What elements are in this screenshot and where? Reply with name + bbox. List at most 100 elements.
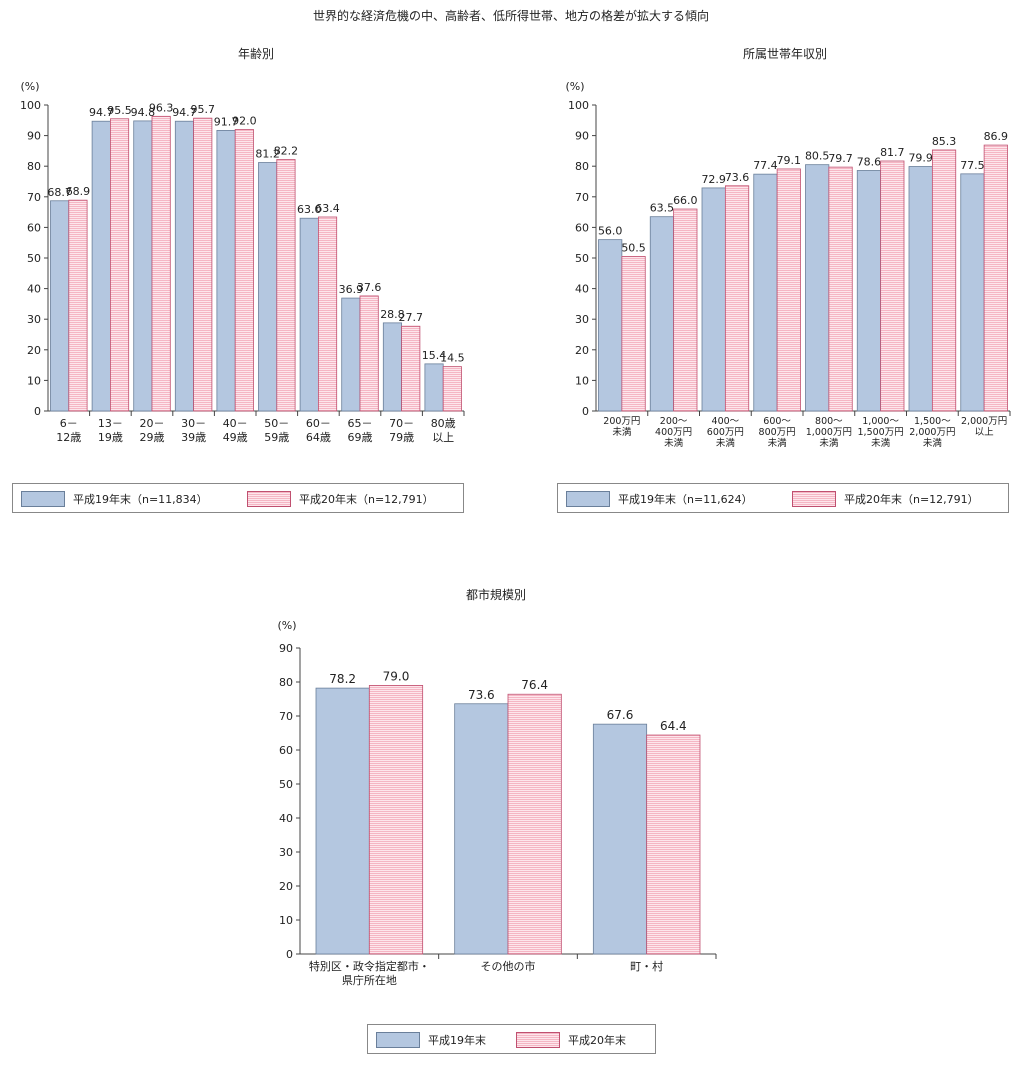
bar-series1 [424, 363, 444, 412]
bar-value-label: 68.9 [66, 185, 91, 198]
x-category-label: 特別区・政令指定都市・ [309, 959, 430, 973]
y-tick-label: 30 [279, 846, 293, 859]
bar-value-label: 56.0 [598, 225, 623, 238]
x-category-label: 69歳 [348, 431, 373, 444]
bar-series2 [151, 115, 171, 412]
bar-series2 [621, 256, 646, 412]
bar-series2 [880, 160, 905, 412]
y-axis-unit: (%) [20, 80, 39, 93]
x-category-label: 40－ [223, 417, 248, 430]
x-category-label: 6－ [60, 417, 78, 430]
bar-series2 [507, 693, 562, 955]
y-tick-label: 0 [286, 948, 293, 961]
chart-age: 年齢別 (%) 0 10 20 30 40 50 60 70 80 90 100 68.768.9 6－12… [20, 46, 465, 444]
bar-value-label: 77.5 [960, 159, 985, 172]
y-tick-label: 60 [279, 744, 293, 757]
x-category-label: 2,000万円 [909, 427, 955, 438]
chart-title: 所属世帯年収別 [743, 47, 827, 61]
bar-value-label: 96.3 [149, 101, 174, 114]
bar-value-label: 81.2 [255, 148, 280, 161]
legend-age: 平成19年末（n=11,834） 平成20年末（n=12,791） [12, 483, 464, 513]
bar-value-label: 36.9 [339, 283, 364, 296]
bar-value-label: 79.7 [828, 152, 853, 165]
y-tick-label: 50 [279, 778, 293, 791]
bar-series2 [442, 366, 462, 412]
bar-value-label: 95.5 [107, 104, 132, 117]
x-category-label: 59歳 [264, 431, 289, 444]
bar-value-label: 76.4 [521, 678, 548, 692]
bar-value-label: 27.7 [399, 311, 424, 324]
bar-series1 [454, 703, 509, 955]
y-tick-label: 10 [27, 374, 41, 387]
y-axis-unit: (%) [277, 619, 296, 632]
legend-swatch-series1 [376, 1032, 420, 1048]
y-tick-label: 90 [575, 130, 589, 143]
x-category-label: 200～ [660, 416, 688, 427]
x-category-label: 49歳 [223, 431, 248, 444]
x-category-label: 未満 [716, 437, 736, 449]
x-category-label: 1,500万円 [858, 427, 904, 438]
y-tick-label: 40 [575, 283, 589, 296]
x-category-label: 県庁所在地 [342, 973, 397, 987]
bar-series1 [216, 129, 236, 412]
x-category-label: 2,000万円 [961, 416, 1007, 427]
legend-swatch-series2 [516, 1032, 560, 1048]
chart-title: 都市規模別 [466, 587, 526, 602]
bar-value-label: 79.0 [383, 669, 410, 683]
bar-value-label: 66.0 [673, 194, 698, 207]
y-tick-label: 80 [279, 676, 293, 689]
y-tick-label: 100 [20, 99, 41, 112]
x-category-label: 町・村 [630, 959, 663, 973]
y-tick-label: 80 [575, 160, 589, 173]
bar-value-label: 14.5 [440, 352, 465, 365]
chart-household-income: 所属世帯年収別 (%) 0 10 20 30 40 50 60 70 80 90 100 56.0 50.5… [565, 47, 1011, 449]
x-category-label: 以上 [975, 427, 995, 438]
bar-series2 [828, 166, 853, 412]
legend-swatch-series1 [566, 491, 610, 507]
x-category-label: 64歳 [306, 431, 331, 444]
y-tick-label: 70 [575, 191, 589, 204]
x-category-label: 79歳 [389, 431, 414, 444]
bar-series2 [359, 295, 379, 412]
bar-series2 [193, 117, 213, 412]
bar-series1 [753, 173, 778, 412]
y-tick-label: 10 [279, 914, 293, 927]
legend-swatch-series2 [247, 491, 291, 507]
bar-value-label: 82.2 [274, 144, 299, 157]
bar-value-label: 92.0 [232, 114, 257, 127]
bar-series2 [724, 185, 750, 412]
y-axis-unit: (%) [565, 80, 584, 93]
legend-item-series1: 平成19年末（n=11,834） [21, 490, 208, 508]
bar-series2 [368, 685, 424, 955]
y-tick-label: 40 [27, 283, 41, 296]
x-category-label: 未満 [664, 437, 684, 449]
x-category-label: 未満 [923, 437, 943, 449]
y-tick-label: 0 [34, 405, 41, 418]
y-tick-label: 90 [27, 130, 41, 143]
bar-series1 [174, 120, 195, 412]
x-category-label: 800～ [815, 416, 843, 427]
bar-series1 [258, 162, 278, 412]
bar-value-label: 81.7 [880, 146, 905, 159]
y-tick-label: 40 [279, 812, 293, 825]
bar-series2 [68, 199, 88, 412]
bar-value-label: 80.5 [805, 150, 830, 163]
y-tick-label: 0 [582, 405, 589, 418]
bar-series1 [908, 166, 933, 412]
bar-value-label: 77.4 [753, 159, 778, 172]
bar-value-label: 50.5 [621, 241, 646, 254]
legend-item-series2: 平成20年末 [516, 1031, 626, 1049]
bar-series2 [276, 159, 296, 412]
bar-value-label: 91.7 [214, 115, 239, 128]
legend-label-series2: 平成20年末 [568, 1034, 626, 1047]
y-tick-label: 90 [279, 642, 293, 655]
bar-value-label: 73.6 [468, 688, 495, 702]
legend-item-series2: 平成20年末（n=12,791） [247, 490, 434, 508]
bar-value-label: 95.7 [191, 103, 216, 116]
bar-series1 [341, 297, 361, 412]
bar-series1 [299, 217, 319, 412]
main-title: 世界的な経済危機の中、高齢者、低所得世帯、地方の格差が拡大する傾向 [312, 9, 709, 23]
x-category-label: 80歳 [431, 417, 456, 430]
legend-label-series1: 平成19年末（n=11,834） [73, 493, 208, 506]
bar-value-label: 94.7 [89, 106, 114, 119]
